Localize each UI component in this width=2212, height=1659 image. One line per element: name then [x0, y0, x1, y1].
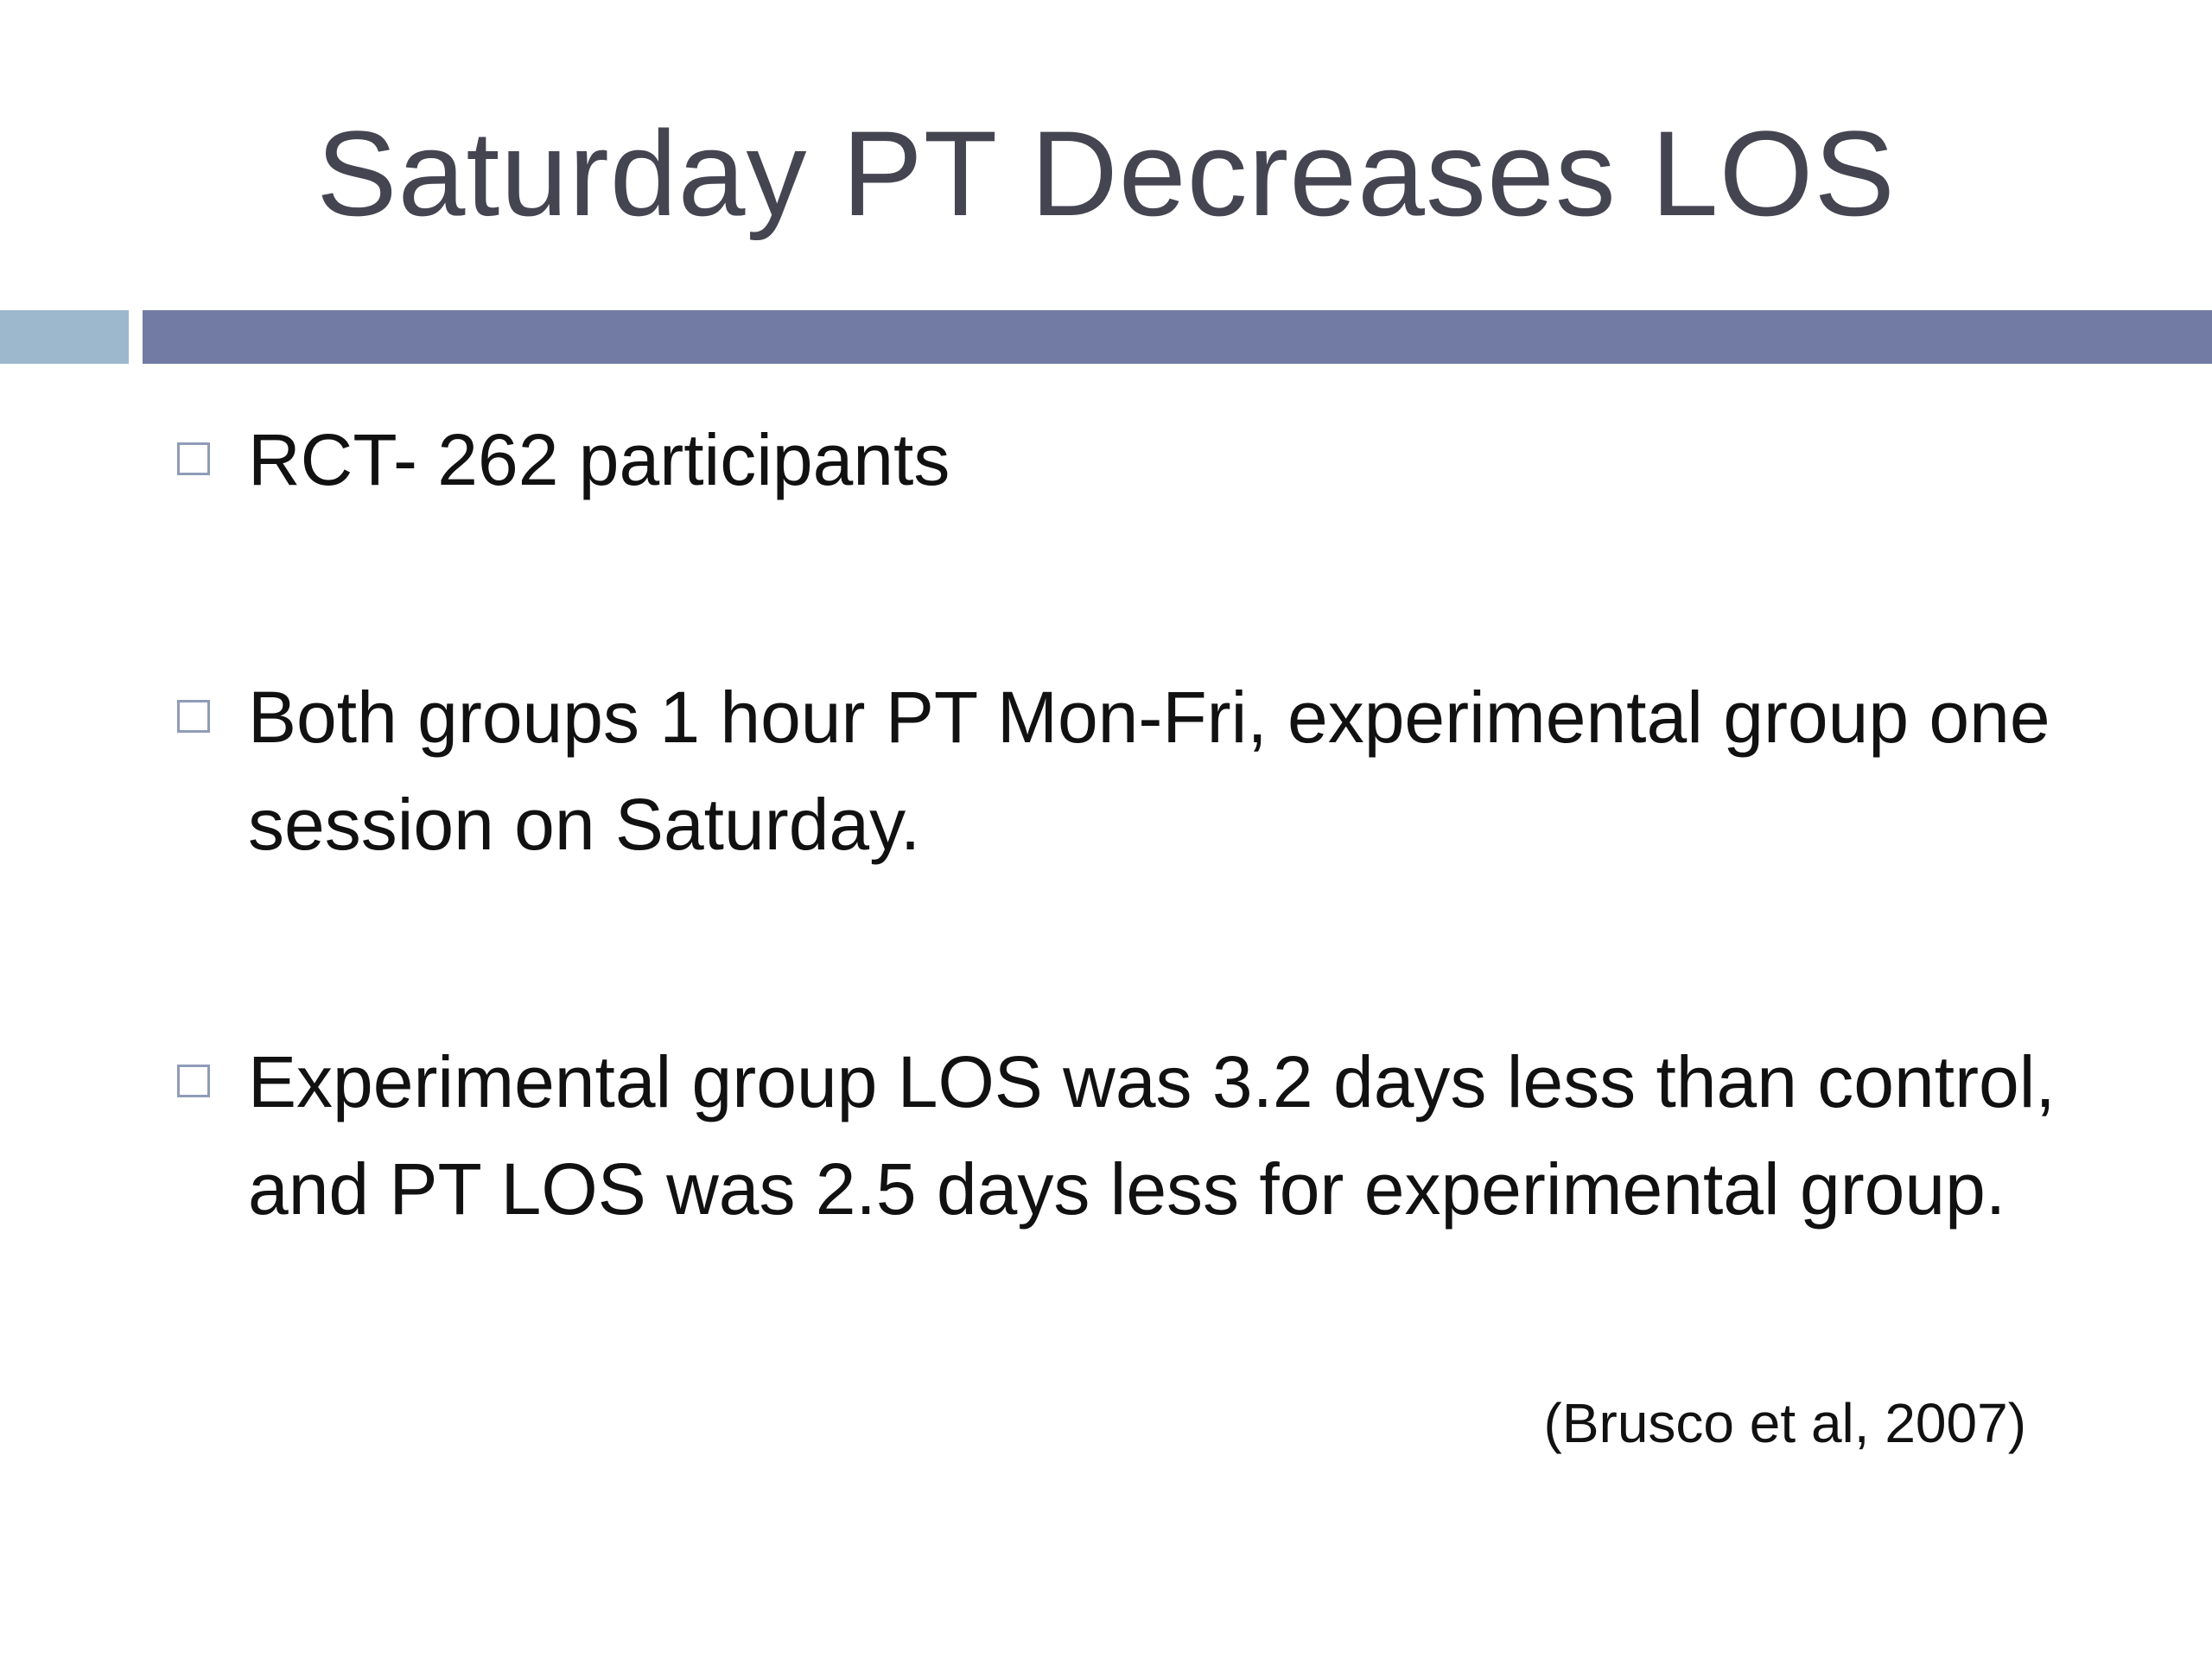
title-bar — [143, 310, 2212, 364]
bullet-text: RCT- 262 participants — [248, 419, 950, 500]
accent-bar — [0, 310, 129, 364]
bullet-marker — [177, 1065, 210, 1097]
citation: (Brusco et al, 2007) — [1543, 1392, 2027, 1454]
bullet-marker — [177, 442, 210, 475]
bullet-text: Experimental group LOS was 3.2 days less… — [248, 1041, 2056, 1230]
bullet-text: Both groups 1 hour PT Mon-Fri, experimen… — [248, 677, 2050, 865]
slide-title: Saturday PT Decreases LOS — [316, 105, 1896, 241]
bullet-marker — [177, 700, 210, 733]
